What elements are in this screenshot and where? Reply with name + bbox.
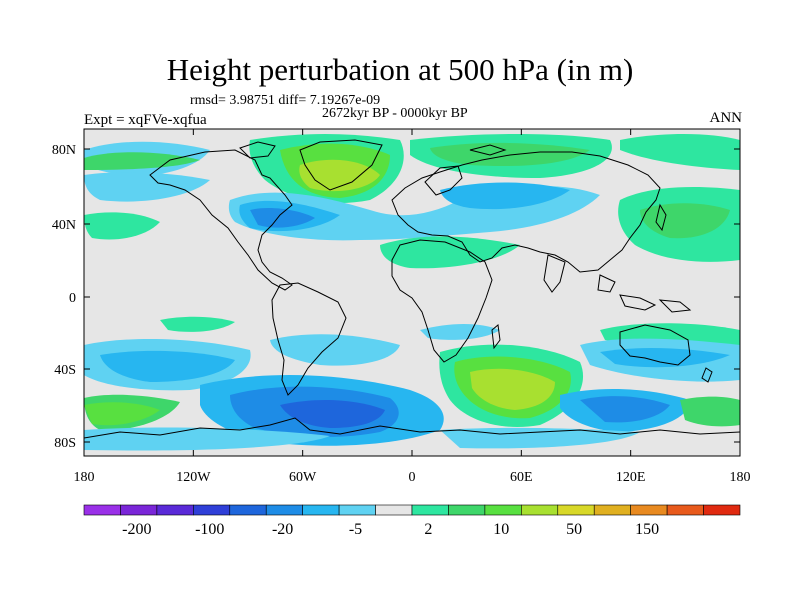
lon-label: 180 xyxy=(730,470,751,485)
longitude-axis: 180 120W 60W 0 60E 120E 180 xyxy=(74,129,751,485)
colorbar-swatch xyxy=(229,504,267,516)
plot-title: Height perturbation at 500 hPa (in m) xyxy=(166,52,634,87)
lat-label: 80N xyxy=(52,143,76,158)
colorbar-swatch xyxy=(302,504,340,516)
season-label: ANN xyxy=(709,110,743,126)
colorbar xyxy=(83,504,741,516)
colorbar-swatch xyxy=(703,504,741,516)
coastlines xyxy=(84,139,740,439)
map-panel xyxy=(84,129,740,456)
lon-label: 0 xyxy=(409,470,416,485)
lon-label: 60W xyxy=(289,470,317,485)
colorbar-label: 2 xyxy=(424,521,432,538)
colorbar-swatch xyxy=(83,504,121,516)
colorbar-label: -200 xyxy=(122,521,151,538)
lat-label: 80S xyxy=(54,436,76,451)
lon-label: 120E xyxy=(616,470,646,485)
period-label: 2672kyr BP - 0000kyr BP xyxy=(322,106,468,121)
colorbar-label: -5 xyxy=(349,521,362,538)
experiment-label: Expt = xqFVe-xqfua xyxy=(84,112,207,128)
colorbar-swatch xyxy=(593,504,631,516)
colorbar-swatch xyxy=(521,504,559,516)
colorbar-swatch xyxy=(630,504,668,516)
colorbar-label: -20 xyxy=(272,521,293,538)
colorbar-swatch xyxy=(338,504,376,516)
colorbar-label: 50 xyxy=(566,521,582,538)
lon-label: 120W xyxy=(176,470,211,485)
lon-label: 60E xyxy=(510,470,533,485)
colorbar-label: 10 xyxy=(493,521,509,538)
colorbar-swatch xyxy=(193,504,231,516)
lat-label: 0 xyxy=(69,291,76,306)
colorbar-swatch xyxy=(411,504,449,516)
colorbar-swatch xyxy=(375,504,413,516)
colorbar-swatch xyxy=(557,504,595,516)
anomaly-fields xyxy=(84,134,740,451)
colorbar-swatch xyxy=(265,504,303,516)
colorbar-label: 150 xyxy=(635,521,659,538)
lon-label: 180 xyxy=(74,470,95,485)
colorbar-label: -100 xyxy=(195,521,224,538)
colorbar-labels: -200 -100 -20 -5 2 10 50 150 xyxy=(122,521,659,538)
colorbar-swatch xyxy=(666,504,704,516)
colorbar-swatch xyxy=(156,504,194,516)
colorbar-swatch xyxy=(120,504,158,516)
latitude-axis: 80N 40N 0 40S 80S xyxy=(52,143,740,451)
lat-label: 40S xyxy=(54,363,76,378)
lat-label: 40N xyxy=(52,218,76,233)
colorbar-swatch xyxy=(484,504,522,516)
colorbar-swatch xyxy=(448,504,486,516)
rmsd-label: rmsd= 3.98751 diff= 7.19267e-09 xyxy=(190,93,381,108)
